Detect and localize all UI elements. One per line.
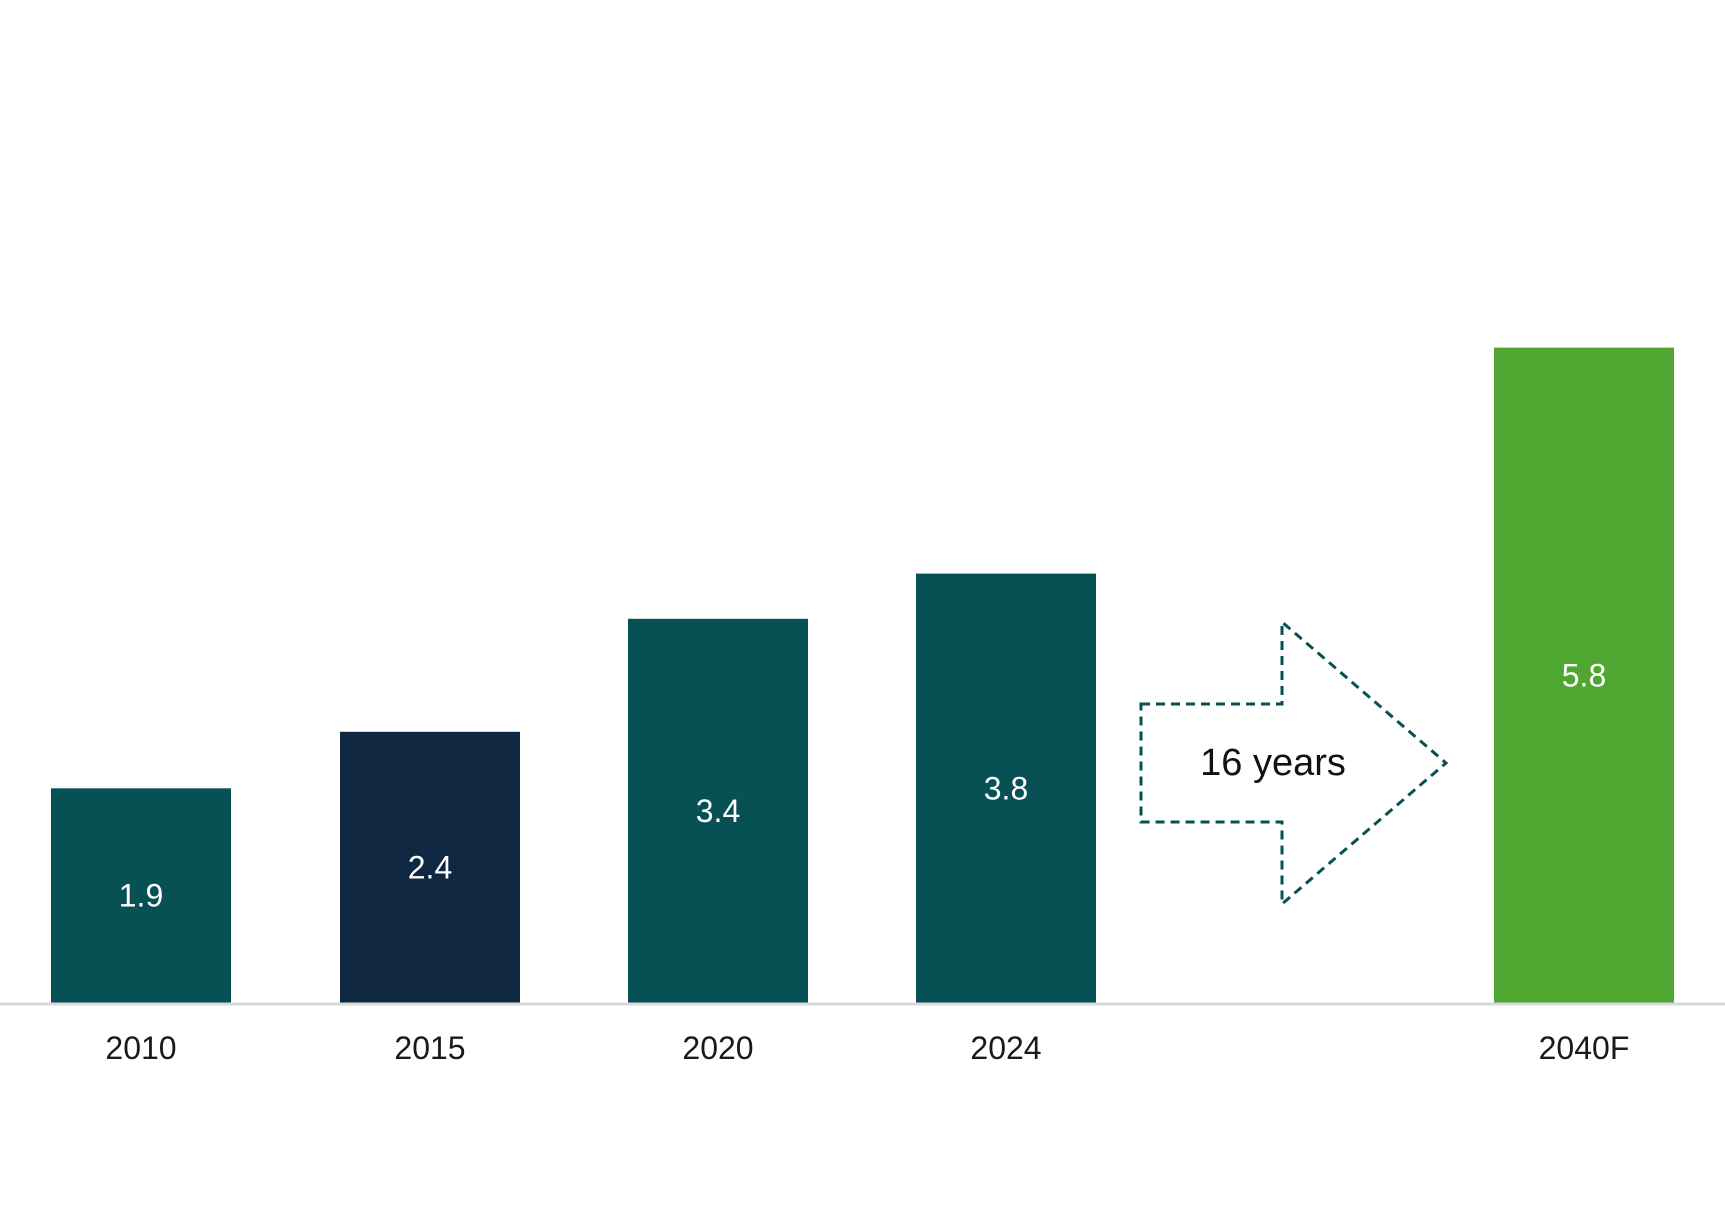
x-tick-label-2024: 2024 [970, 1030, 1041, 1066]
bar-value-label-2024: 3.8 [984, 770, 1028, 806]
bar-value-label-2015: 2.4 [408, 849, 452, 885]
bar-value-label-2020: 3.4 [696, 793, 740, 829]
gap-annotation: 16 years [1139, 618, 1449, 908]
x-axis-ticks: 2010 2015 2020 2024 2040F [105, 1030, 1629, 1066]
bars-layer: 1.9 2.4 3.4 3.8 5.8 [51, 347, 1674, 1004]
bar-2024 [916, 573, 1096, 1003]
x-tick-label-2020: 2020 [682, 1030, 753, 1066]
bar-2040F [1494, 347, 1674, 1004]
x-tick-label-2040F: 2040F [1539, 1030, 1630, 1066]
bar-2010 [51, 788, 231, 1003]
x-tick-label-2010: 2010 [105, 1030, 176, 1066]
bar-value-label-2040F: 5.8 [1562, 657, 1606, 693]
annotation-label: 16 years [1200, 742, 1346, 784]
bar-2015 [340, 731, 520, 1003]
dashed-arrow-icon [1139, 618, 1449, 908]
x-tick-label-2015: 2015 [394, 1030, 465, 1066]
bar-2020 [628, 618, 808, 1003]
bar-value-label-2010: 1.9 [119, 878, 163, 914]
